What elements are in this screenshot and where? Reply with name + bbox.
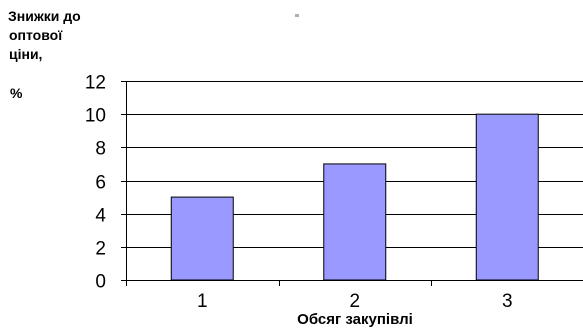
x-tick-label: 2 [349, 291, 360, 312]
x-tick-label: 3 [502, 291, 513, 312]
y-axis-label-line-4: % [10, 85, 23, 101]
decorative-marker [295, 14, 299, 17]
y-tick-label: 4 [95, 206, 106, 227]
x-tick-label: 1 [197, 291, 208, 312]
y-tick-label: 2 [95, 239, 106, 260]
y-axis-label-line-2: оптової [9, 27, 63, 43]
bar [323, 163, 387, 281]
bar [475, 113, 539, 281]
x-axis-label: Обсяг закупівлі [297, 311, 413, 328]
y-tick-label: 6 [95, 173, 106, 194]
bar [170, 196, 234, 281]
y-tick-label: 10 [85, 106, 106, 127]
y-tick-label: 12 [85, 73, 106, 94]
y-tick-label: 8 [95, 139, 106, 160]
y-tick-label: 0 [95, 272, 106, 293]
y-axis-label-line-1: Знижки до [8, 8, 81, 24]
y-axis-label-line-3: ціни, [9, 46, 43, 62]
